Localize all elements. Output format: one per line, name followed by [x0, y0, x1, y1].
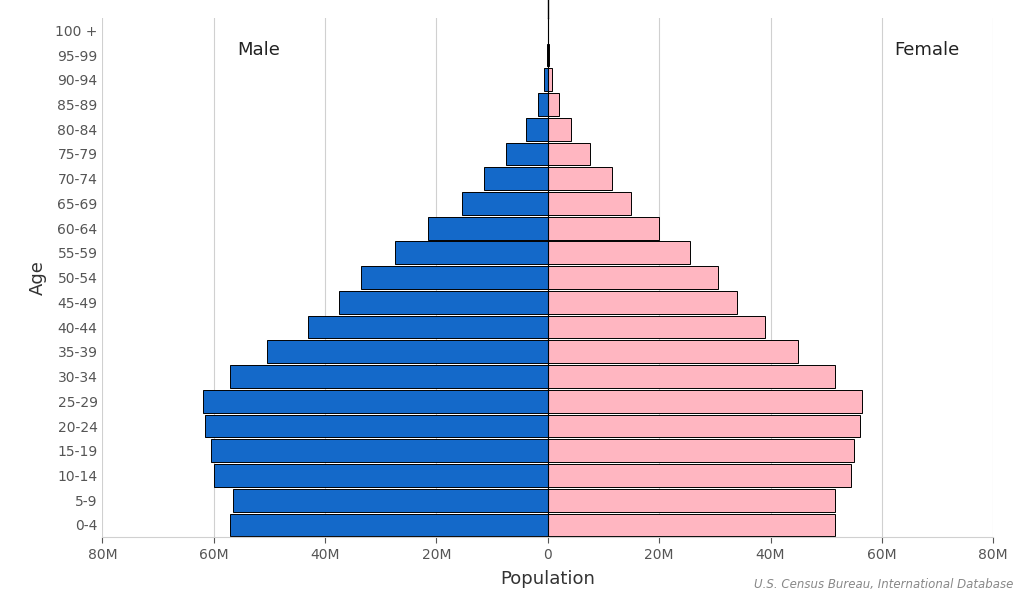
Y-axis label: Age: Age [29, 260, 47, 295]
Bar [361, 266, 548, 289]
Bar [548, 439, 854, 462]
Bar [548, 340, 799, 363]
Bar [548, 217, 659, 239]
Text: Male: Male [237, 41, 280, 59]
Bar [548, 118, 571, 140]
Bar [548, 390, 862, 413]
Bar [230, 513, 548, 536]
Bar [428, 217, 548, 239]
Bar [548, 69, 552, 91]
Text: U.S. Census Bureau, International Database: U.S. Census Bureau, International Databa… [755, 578, 1014, 591]
Bar [233, 489, 548, 512]
Text: Female: Female [894, 41, 959, 59]
Bar [545, 69, 548, 91]
Bar [266, 340, 548, 363]
Bar [203, 390, 548, 413]
Bar [214, 464, 548, 487]
Bar [462, 192, 548, 215]
Bar [339, 291, 548, 313]
Bar [206, 415, 548, 438]
Bar [538, 93, 548, 116]
Bar [394, 242, 548, 264]
Bar [548, 266, 718, 289]
Bar [211, 439, 548, 462]
Bar [308, 316, 548, 338]
Bar [548, 464, 851, 487]
X-axis label: Population: Population [501, 570, 595, 588]
Bar [548, 316, 765, 338]
Bar [548, 93, 559, 116]
Bar [548, 415, 860, 438]
Bar [525, 118, 548, 140]
Bar [506, 143, 548, 165]
Bar [548, 242, 690, 264]
Bar [548, 167, 612, 190]
Bar [548, 192, 632, 215]
Bar [548, 291, 737, 313]
Bar [548, 489, 835, 512]
Bar [548, 513, 835, 536]
Bar [548, 365, 835, 388]
Bar [483, 167, 548, 190]
Bar [548, 143, 590, 165]
Bar [230, 365, 548, 388]
